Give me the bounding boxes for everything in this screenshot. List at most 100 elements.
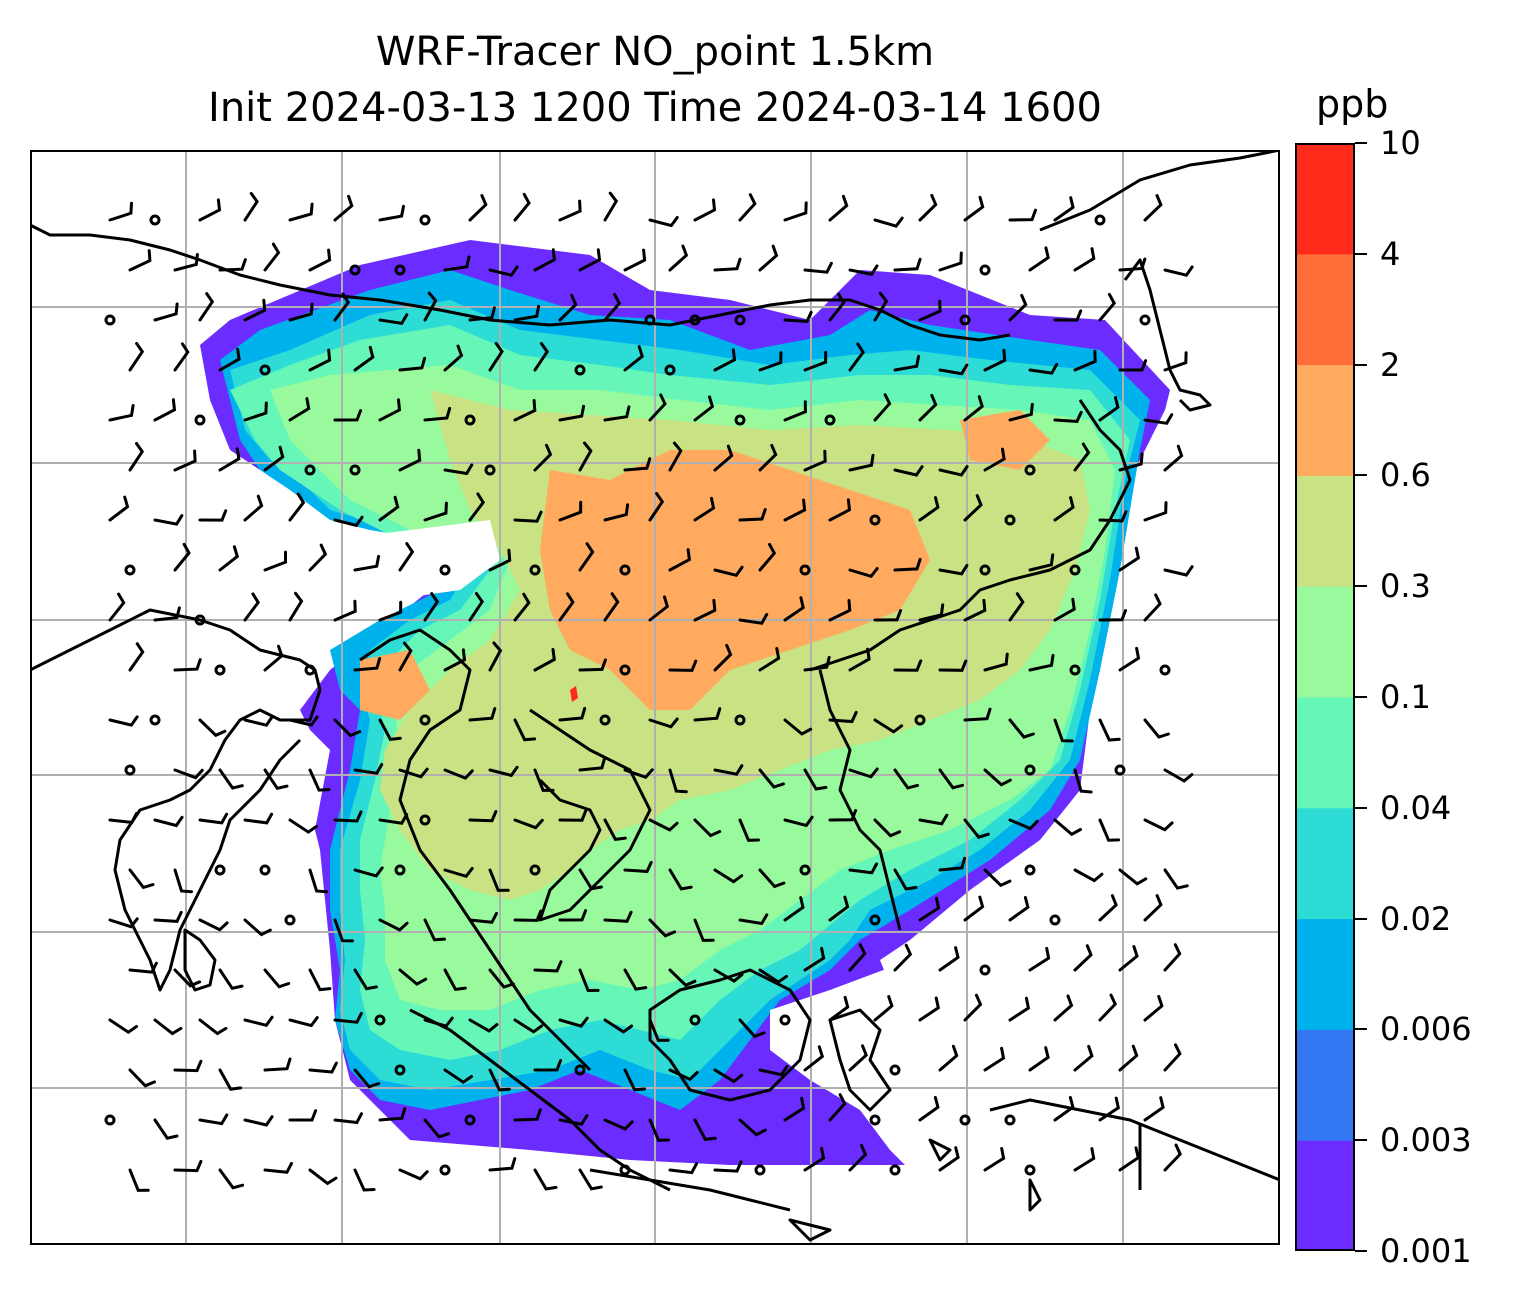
map-title-line2: Init 2024-03-13 1200 Time 2024-03-14 160… bbox=[208, 85, 1102, 131]
field-gap-west bbox=[320, 520, 500, 600]
wind-barb bbox=[1163, 1043, 1182, 1072]
calm-wind-marker bbox=[619, 564, 631, 576]
colorbar-tick-label: 0.02 bbox=[1380, 899, 1452, 938]
wind-barb bbox=[713, 643, 733, 672]
wind-barb bbox=[938, 659, 968, 672]
wind-barb bbox=[758, 868, 786, 889]
wind-barb bbox=[1163, 943, 1182, 972]
wind-barb bbox=[1118, 646, 1141, 672]
wind-barb bbox=[848, 567, 879, 579]
wind-barb bbox=[918, 193, 938, 222]
wind-barb bbox=[713, 348, 737, 372]
wind-barb bbox=[198, 1018, 228, 1036]
wind-barb bbox=[288, 492, 306, 522]
wind-barb bbox=[758, 768, 785, 789]
wind-barb bbox=[488, 968, 515, 989]
wind-barb bbox=[983, 447, 1006, 472]
wind-barb bbox=[1163, 351, 1188, 372]
wind-barb bbox=[468, 911, 498, 924]
wind-barb bbox=[1073, 868, 1104, 883]
calm-wind-marker bbox=[304, 664, 316, 676]
wind-barb bbox=[803, 350, 828, 372]
wind-barb bbox=[398, 767, 429, 779]
wind-barb bbox=[153, 302, 179, 322]
wind-barb bbox=[1098, 894, 1118, 922]
calm-wind-marker bbox=[689, 314, 701, 326]
calm-wind-marker bbox=[439, 564, 451, 576]
wind-barb bbox=[828, 809, 858, 822]
wind-barb bbox=[603, 405, 631, 422]
wind-barb bbox=[218, 258, 247, 272]
wind-barb bbox=[108, 201, 133, 222]
wind-barb bbox=[128, 1068, 156, 1088]
wind-barb bbox=[288, 591, 304, 622]
wind-barb bbox=[173, 768, 204, 780]
wind-barb bbox=[803, 1146, 826, 1172]
wind-barb bbox=[108, 917, 139, 929]
wind-barb bbox=[173, 253, 199, 272]
wind-barb bbox=[738, 1118, 767, 1137]
wind-barb bbox=[693, 198, 717, 222]
calm-wind-marker bbox=[959, 1114, 971, 1126]
wind-barb bbox=[578, 968, 600, 993]
wind-barb bbox=[668, 441, 683, 472]
wind-barb bbox=[623, 345, 644, 372]
wind-barb bbox=[173, 542, 191, 572]
calm-wind-marker bbox=[734, 414, 746, 426]
wind-barb bbox=[578, 248, 602, 272]
wind-barb bbox=[713, 444, 734, 472]
wind-barb bbox=[758, 542, 777, 572]
wind-barb bbox=[488, 868, 510, 892]
wind-barb bbox=[353, 1068, 381, 1089]
wind-barb bbox=[153, 398, 177, 422]
wind-barb bbox=[963, 195, 985, 222]
wind-barb bbox=[108, 1018, 138, 1035]
calm-wind-marker bbox=[259, 864, 271, 876]
wind-barb bbox=[513, 818, 544, 830]
wind-barb bbox=[603, 910, 633, 923]
wind-barb bbox=[153, 1118, 179, 1140]
wind-barb bbox=[623, 248, 647, 272]
wind-barb bbox=[578, 1168, 603, 1191]
wind-barb bbox=[173, 868, 193, 894]
field-level-8 bbox=[540, 450, 930, 710]
wind-barb bbox=[783, 498, 807, 522]
colorbar-tick-label: 0.6 bbox=[1380, 456, 1431, 495]
wind-barb bbox=[668, 768, 688, 794]
wind-barb bbox=[783, 1096, 806, 1122]
wind-barb bbox=[513, 718, 537, 742]
wind-barb bbox=[243, 1115, 274, 1127]
colorbar-tick bbox=[1355, 363, 1367, 366]
gridlines bbox=[30, 150, 1280, 1245]
wind-barb bbox=[1028, 553, 1055, 572]
wind-barb bbox=[173, 1059, 203, 1073]
wind-barb bbox=[353, 657, 382, 672]
calm-wind-marker bbox=[419, 214, 431, 226]
wind-barb bbox=[693, 707, 722, 722]
wind-barb bbox=[738, 508, 767, 522]
wind-barb bbox=[918, 896, 941, 922]
wind-barb bbox=[308, 968, 332, 992]
wind-barb bbox=[218, 968, 244, 990]
wind-barb bbox=[513, 192, 531, 222]
wind-barb bbox=[333, 409, 363, 422]
wind-barb bbox=[1143, 593, 1162, 622]
wind-barb bbox=[243, 298, 267, 322]
map-frame bbox=[30, 150, 1280, 1245]
wind-barb bbox=[108, 715, 139, 727]
wind-barb bbox=[963, 598, 987, 622]
wind-barb bbox=[333, 1011, 363, 1024]
wind-barb bbox=[783, 815, 814, 828]
wind-barb bbox=[533, 768, 555, 792]
calm-wind-marker bbox=[754, 1164, 766, 1176]
wind-barb bbox=[623, 768, 654, 780]
wind-barb bbox=[1008, 293, 1028, 322]
calm-wind-marker bbox=[644, 314, 656, 326]
wind-barb bbox=[738, 913, 769, 926]
wind-barb bbox=[693, 395, 715, 422]
calm-wind-marker bbox=[1114, 764, 1126, 776]
wind-barb bbox=[918, 813, 949, 826]
wind-barb bbox=[1028, 946, 1051, 972]
wind-barb bbox=[603, 191, 619, 222]
wind-barb bbox=[378, 398, 402, 422]
